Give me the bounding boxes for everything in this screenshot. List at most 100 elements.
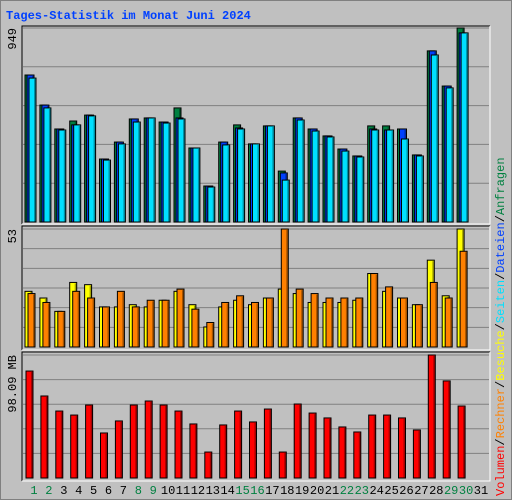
bar-shade [182, 290, 184, 347]
bar-face [457, 405, 466, 479]
x-tick-label: 26 [399, 484, 413, 498]
bar-face [386, 129, 395, 223]
bar [295, 288, 304, 348]
bar [221, 301, 230, 348]
legend-entry: Besuche [494, 330, 508, 380]
bar [147, 117, 156, 223]
bar-shade [226, 303, 229, 347]
bar-shade [343, 427, 346, 478]
bar-face [400, 297, 408, 348]
bar-shade [194, 424, 197, 478]
x-tick-label: 21 [325, 484, 339, 498]
bar-face [398, 417, 406, 479]
bar-face [85, 404, 94, 479]
bar-face [445, 87, 454, 223]
bar-shade [77, 292, 80, 347]
bar-face [415, 155, 424, 223]
bar [219, 424, 228, 479]
bar [161, 299, 170, 348]
bar-shade [360, 299, 363, 347]
bar [176, 288, 185, 348]
bar-shade [241, 296, 244, 347]
legend-entry: Rechner [494, 388, 508, 438]
x-tick-label: 8 [135, 484, 142, 498]
bar-face [412, 429, 421, 479]
bar-face [249, 421, 257, 479]
bar [249, 421, 257, 479]
bar-shade [242, 129, 245, 222]
bar [412, 429, 421, 479]
x-tick-label: 3 [60, 484, 67, 498]
bar [162, 122, 171, 223]
bar [427, 354, 436, 479]
bar-shade [196, 310, 199, 347]
bar-face [442, 380, 451, 479]
bar-face [27, 293, 36, 348]
bar-shade [390, 287, 393, 347]
bar-face [146, 299, 155, 348]
bar-shade [301, 290, 304, 347]
x-tick-label: 31 [474, 484, 488, 498]
bar-face [58, 129, 67, 223]
bar-face [102, 306, 110, 348]
y-tick-label: 98.09 MB [6, 355, 20, 413]
bar-face [116, 290, 125, 348]
bar-face [191, 308, 200, 348]
x-tick-label: 5 [90, 484, 97, 498]
bar-face [88, 115, 97, 223]
bar-shade [418, 430, 421, 478]
bar-face [237, 128, 246, 223]
bar [129, 404, 138, 479]
bar [370, 273, 379, 348]
bar [222, 144, 231, 223]
bar-face [356, 156, 365, 223]
bar-face [252, 143, 260, 223]
bar [204, 451, 213, 479]
bar [442, 380, 451, 479]
x-tick-label: 28 [429, 484, 443, 498]
bar [326, 136, 335, 223]
x-tick-label: 17 [265, 484, 279, 498]
bar-face [401, 138, 409, 223]
bar-face [460, 32, 469, 223]
bar [159, 404, 168, 479]
bar-shade [299, 405, 302, 478]
bar-shade [47, 303, 50, 347]
bar [234, 410, 243, 479]
bar-face [204, 451, 213, 479]
bar-shade [406, 140, 409, 222]
bar [429, 281, 438, 348]
bar [401, 138, 409, 223]
bar-shade [120, 421, 123, 478]
bar-shade [373, 416, 376, 478]
bar [144, 400, 153, 479]
bar-face [147, 117, 156, 223]
bar-face [100, 432, 108, 479]
bar-face [192, 147, 201, 223]
bar-shade [209, 453, 212, 478]
bar [338, 426, 347, 479]
chart-title: Tages-Statistik im Monat Juni 2024 [6, 9, 251, 23]
bar [340, 297, 349, 348]
bar-face [42, 301, 51, 348]
bar-shade [433, 356, 436, 478]
bar-shade [257, 144, 260, 222]
bar [191, 308, 200, 348]
bar-face [385, 286, 394, 348]
bar-shade [122, 292, 125, 347]
bar [252, 143, 260, 223]
bar-face [265, 297, 274, 348]
x-tick-label: 27 [414, 484, 428, 498]
bar [355, 297, 364, 348]
bar-face [176, 288, 185, 348]
bar [356, 156, 365, 223]
bar-shade [420, 305, 423, 347]
bar-face [207, 186, 216, 223]
bar [117, 143, 126, 223]
bar-face [311, 130, 320, 223]
bar [206, 322, 215, 348]
bar-shade [92, 299, 95, 347]
bar-shade [60, 412, 63, 478]
bar-shade [105, 433, 108, 478]
bar [430, 54, 439, 223]
